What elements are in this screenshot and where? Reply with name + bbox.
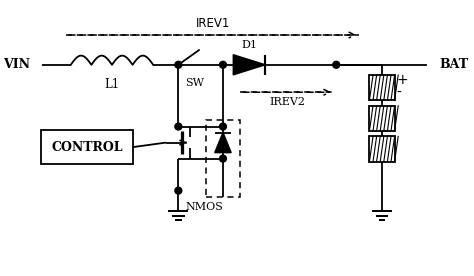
- Circle shape: [219, 123, 227, 130]
- Circle shape: [333, 61, 340, 68]
- Text: L1: L1: [104, 78, 119, 91]
- Circle shape: [32, 60, 41, 69]
- Bar: [206, 120, 240, 198]
- Text: +: +: [396, 73, 408, 87]
- Text: NMOS: NMOS: [185, 202, 223, 212]
- Bar: [369, 136, 394, 161]
- Circle shape: [175, 187, 182, 194]
- Circle shape: [175, 123, 182, 130]
- Bar: [369, 75, 394, 100]
- Bar: [369, 106, 394, 131]
- Circle shape: [219, 61, 227, 68]
- Text: -: -: [396, 86, 401, 100]
- Text: SW: SW: [185, 78, 204, 87]
- Text: BAT: BAT: [439, 58, 468, 71]
- Text: D1: D1: [241, 40, 257, 50]
- Text: CONTROL: CONTROL: [51, 141, 123, 154]
- Circle shape: [175, 61, 182, 68]
- Text: IREV1: IREV1: [195, 17, 230, 30]
- Polygon shape: [233, 55, 265, 75]
- Polygon shape: [215, 132, 231, 153]
- Bar: [41, 130, 133, 164]
- Circle shape: [428, 60, 437, 69]
- Text: IREV2: IREV2: [269, 97, 305, 107]
- Circle shape: [219, 155, 227, 162]
- Text: VIN: VIN: [2, 58, 29, 71]
